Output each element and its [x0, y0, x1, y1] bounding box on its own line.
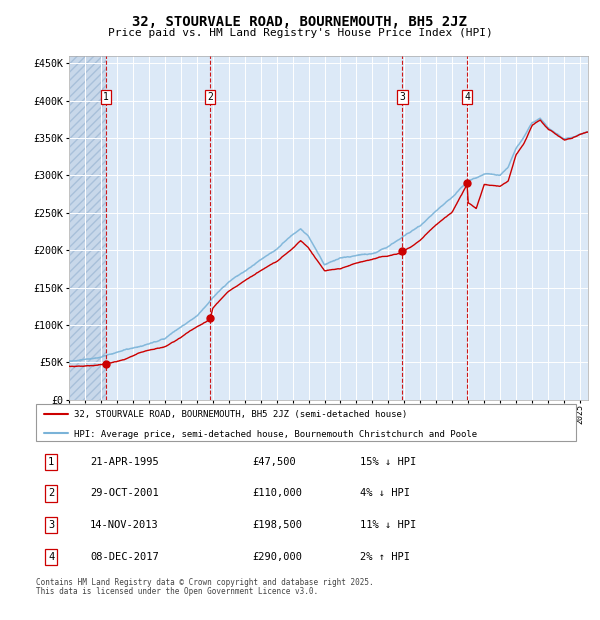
Text: 32, STOURVALE ROAD, BOURNEMOUTH, BH5 2JZ (semi-detached house): 32, STOURVALE ROAD, BOURNEMOUTH, BH5 2JZ…	[74, 410, 407, 419]
Text: 11% ↓ HPI: 11% ↓ HPI	[360, 520, 416, 530]
Text: 2: 2	[207, 92, 213, 102]
Text: This data is licensed under the Open Government Licence v3.0.: This data is licensed under the Open Gov…	[36, 587, 318, 596]
Text: £47,500: £47,500	[252, 457, 296, 467]
Text: 3: 3	[400, 92, 405, 102]
Text: 32, STOURVALE ROAD, BOURNEMOUTH, BH5 2JZ: 32, STOURVALE ROAD, BOURNEMOUTH, BH5 2JZ	[133, 16, 467, 30]
Text: 2: 2	[48, 489, 54, 498]
FancyBboxPatch shape	[36, 404, 576, 441]
Text: 15% ↓ HPI: 15% ↓ HPI	[360, 457, 416, 467]
Text: Contains HM Land Registry data © Crown copyright and database right 2025.: Contains HM Land Registry data © Crown c…	[36, 578, 374, 587]
Text: Price paid vs. HM Land Registry's House Price Index (HPI): Price paid vs. HM Land Registry's House …	[107, 28, 493, 38]
Text: 4: 4	[464, 92, 470, 102]
Text: 14-NOV-2013: 14-NOV-2013	[90, 520, 159, 530]
Text: 4: 4	[48, 552, 54, 562]
Text: 29-OCT-2001: 29-OCT-2001	[90, 489, 159, 498]
Text: 21-APR-1995: 21-APR-1995	[90, 457, 159, 467]
Text: HPI: Average price, semi-detached house, Bournemouth Christchurch and Poole: HPI: Average price, semi-detached house,…	[74, 430, 477, 439]
Text: £110,000: £110,000	[252, 489, 302, 498]
Bar	[69, 56, 106, 400]
Text: 4% ↓ HPI: 4% ↓ HPI	[360, 489, 410, 498]
Text: 08-DEC-2017: 08-DEC-2017	[90, 552, 159, 562]
Text: 1: 1	[48, 457, 54, 467]
Text: 1: 1	[103, 92, 109, 102]
Text: 2% ↑ HPI: 2% ↑ HPI	[360, 552, 410, 562]
Text: 3: 3	[48, 520, 54, 530]
Text: £198,500: £198,500	[252, 520, 302, 530]
Bar	[106, 56, 588, 400]
Text: £290,000: £290,000	[252, 552, 302, 562]
